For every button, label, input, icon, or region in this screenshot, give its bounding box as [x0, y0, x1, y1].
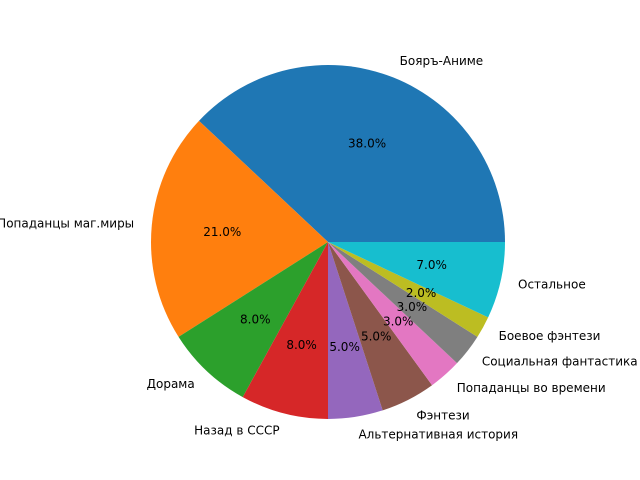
pie-slice-5	[328, 242, 383, 419]
pie-slice-2	[151, 120, 328, 337]
slice-category-label: Социальная фантастика	[482, 354, 638, 368]
pie-slice-6	[328, 242, 433, 411]
slice-category-label: Альтернативная история	[358, 427, 518, 441]
pie-slice-4	[242, 242, 328, 419]
slice-percent-label: 3.0%	[383, 315, 414, 329]
pie-slice-7	[328, 242, 458, 386]
category-labels: Бояръ-Аниме Попаданцы маг.миры Дорама Назад…	[0, 54, 638, 441]
pie-slice-9	[328, 242, 489, 337]
slice-percent-label: 5.0%	[361, 330, 392, 344]
slice-category-label: Остальное	[518, 277, 586, 291]
slice-category-label: Назад в СССР	[194, 424, 279, 438]
slice-percent-label: 7.0%	[416, 258, 447, 272]
percent-labels: 38.0%21.0%8.0%8.0% 5.0%5.0%3.0%3.0%2.0%7.…	[203, 136, 447, 354]
pie-slice-1	[198, 64, 506, 243]
pie-slice-8	[328, 242, 478, 364]
slice-percent-label: 5.0%	[329, 340, 360, 354]
slice-category-label: Попаданцы во времени	[457, 381, 606, 395]
slice-category-label: Фэнтези	[416, 408, 469, 422]
slice-category-label: Дорама	[147, 377, 195, 391]
slice-percent-label: 38.0%	[348, 136, 386, 150]
slice-category-label: Боевое фэнтези	[499, 329, 601, 343]
slice-percent-label: 3.0%	[397, 300, 428, 314]
slice-percent-label: 2.0%	[406, 286, 437, 300]
slice-percent-label: 8.0%	[240, 312, 271, 326]
slice-percent-label: 21.0%	[203, 225, 241, 239]
pie-slice-3	[178, 242, 328, 398]
slice-percent-label: 8.0%	[286, 338, 317, 352]
slice-category-label: Бояръ-Аниме	[400, 54, 484, 68]
pie-slice-10	[328, 242, 505, 318]
slice-category-label: Попаданцы маг.миры	[0, 217, 134, 231]
pie-slices	[151, 64, 506, 419]
